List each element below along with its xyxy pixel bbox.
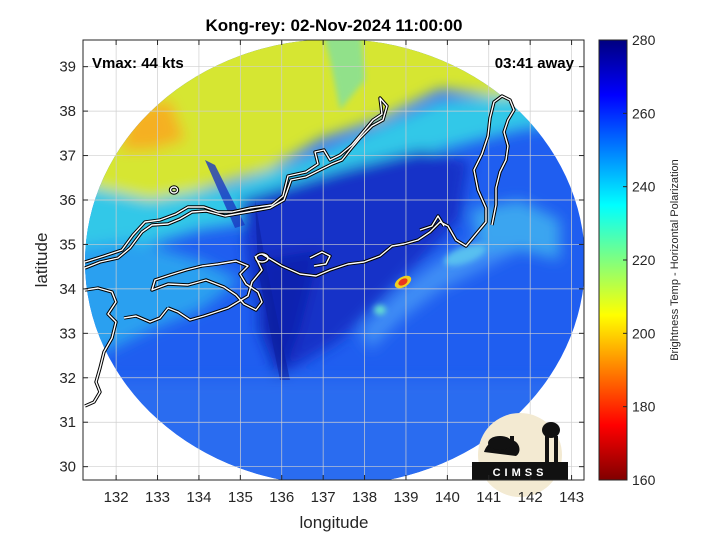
x-tick-label: 140 [435, 489, 460, 506]
y-tick-label: 34 [59, 281, 76, 298]
x-tick-label: 137 [311, 489, 336, 506]
x-tick-label: 134 [186, 489, 211, 506]
y-tick-label: 32 [59, 370, 76, 387]
y-tick-label: 31 [59, 414, 76, 431]
colorbar [598, 39, 628, 481]
x-tick-label: 136 [269, 489, 294, 506]
colorbar-ticks: 160 180 200 220 240 260 280 [623, 32, 656, 488]
x-tick-label: 139 [393, 489, 418, 506]
x-tick-label: 138 [352, 489, 377, 506]
colorbar-label: Brightness Temp - Horizontal Polarizatio… [669, 159, 681, 361]
x-tick-label: 135 [228, 489, 253, 506]
y-tick-label: 35 [59, 236, 76, 253]
colorbar-tick-label: 160 [632, 472, 656, 488]
y-tick-label: 33 [59, 325, 76, 342]
colorbar-tick-label: 260 [632, 105, 656, 121]
x-axis-ticks: 132 133 134 135 136 137 138 139 140 141 142 143 [104, 40, 584, 506]
coastlines [83, 94, 516, 408]
x-axis-label: longitude [299, 513, 368, 532]
vmax-annotation: Vmax: 44 kts [92, 55, 184, 72]
x-tick-label: 132 [104, 489, 129, 506]
x-tick-label: 141 [476, 489, 501, 506]
y-tick-label: 38 [59, 103, 76, 120]
chart-title: Kong-rey: 02-Nov-2024 11:00:00 [205, 16, 462, 35]
x-tick-label: 133 [145, 489, 170, 506]
x-tick-label: 142 [518, 489, 543, 506]
y-tick-label: 36 [59, 192, 76, 209]
colorbar-tick-label: 240 [632, 179, 656, 195]
time-away-annotation: 03:41 away [495, 55, 575, 72]
y-tick-label: 37 [59, 148, 76, 165]
y-axis-ticks: 30 31 32 33 34 35 36 37 38 39 [59, 59, 584, 476]
axes-frame [82, 39, 585, 481]
colorbar-tick-label: 280 [632, 32, 656, 48]
y-axis-label: latitude [32, 233, 51, 288]
logo-text: CIMSS [493, 467, 548, 479]
y-tick-label: 30 [59, 459, 76, 476]
colorbar-tick-label: 200 [632, 325, 656, 341]
colorbar-tick-label: 220 [632, 252, 656, 268]
colorbar-tick-label: 180 [632, 399, 656, 415]
y-tick-label: 39 [59, 59, 76, 76]
cimss-logo: CIMSS [472, 413, 568, 497]
x-tick-label: 143 [559, 489, 584, 506]
storm-center-marker [394, 275, 412, 289]
